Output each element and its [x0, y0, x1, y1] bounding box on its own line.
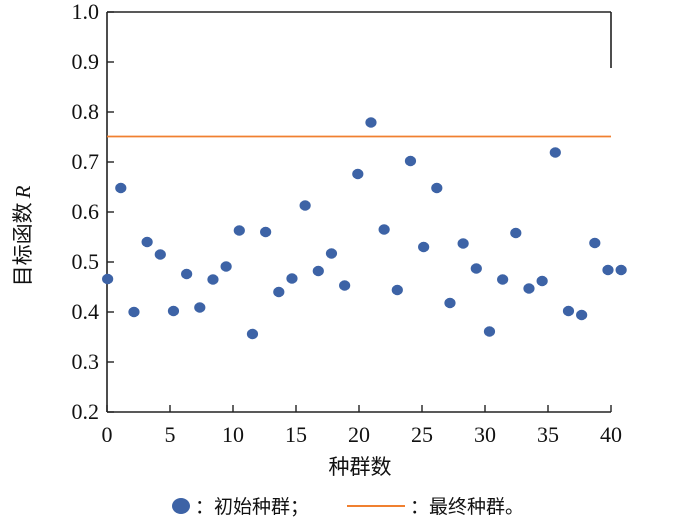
x-axis-title: 种群数 — [329, 455, 392, 479]
data-point — [615, 264, 627, 276]
y-axis-title-text: 目标函数 — [11, 202, 35, 286]
data-point — [115, 182, 127, 194]
legend-label-initial: ：初始种群； — [195, 496, 309, 518]
data-point — [352, 168, 364, 180]
data-point — [299, 200, 311, 211]
data-point — [325, 248, 338, 259]
data-point — [260, 226, 272, 238]
data-point — [483, 326, 496, 337]
data-point — [602, 264, 614, 276]
data-point — [444, 297, 456, 309]
data-point — [576, 309, 588, 321]
x-axis-ticks: 0 5 10 15 20 25 30 35 40 — [102, 405, 622, 447]
y-axis-title: 目标函数 R — [11, 185, 35, 286]
data-point — [589, 237, 601, 249]
y-axis-ticks: 0.2 0.3 0.4 0.5 0.6 0.7 0.8 0.9 1.0 — [72, 0, 114, 424]
data-point — [312, 265, 324, 277]
data-point — [128, 306, 140, 318]
x-tick-label: 30 — [474, 422, 496, 447]
y-axis-title-variable: R — [11, 185, 35, 199]
data-point — [404, 155, 417, 167]
data-point — [470, 263, 482, 274]
y-tick-label: 0.3 — [72, 349, 100, 374]
data-point — [418, 241, 430, 253]
data-point — [339, 280, 351, 291]
legend-label-final: ：最终种群。 — [410, 496, 524, 518]
data-point — [220, 261, 232, 272]
data-point — [102, 273, 114, 285]
y-tick-label: 0.5 — [72, 249, 100, 274]
data-point — [154, 249, 166, 260]
x-tick-label: 15 — [285, 422, 307, 447]
y-tick-label: 0.4 — [72, 299, 100, 324]
y-tick-label: 0.9 — [72, 49, 100, 74]
data-point — [246, 328, 259, 340]
data-point — [523, 283, 535, 294]
y-tick-label: 0.7 — [72, 149, 100, 174]
initial-population-points — [102, 117, 627, 340]
data-point — [536, 275, 548, 287]
data-point — [431, 182, 443, 194]
data-point — [286, 273, 298, 284]
data-point — [549, 147, 561, 158]
legend-marker-initial — [172, 498, 190, 514]
data-point — [497, 274, 509, 285]
data-point — [562, 305, 575, 317]
data-point — [365, 117, 377, 128]
x-tick-label: 0 — [102, 422, 113, 447]
data-point — [378, 224, 390, 235]
data-point — [273, 286, 285, 298]
y-tick-label: 1.0 — [72, 0, 100, 24]
y-tick-label: 0.8 — [72, 99, 100, 124]
x-tick-label: 35 — [537, 422, 559, 447]
y-axis-title-group: 目标函数 R — [11, 185, 35, 286]
data-point — [510, 227, 522, 239]
x-tick-label: 20 — [348, 422, 370, 447]
data-point — [141, 236, 153, 248]
data-point — [167, 305, 180, 317]
data-point — [457, 238, 469, 249]
y-tick-label: 0.2 — [72, 399, 100, 424]
x-tick-label: 5 — [165, 422, 176, 447]
data-point — [233, 225, 245, 236]
legend: ：初始种群； ：最终种群。 — [172, 496, 524, 518]
plot-frame — [106, 11, 612, 413]
data-point — [207, 274, 219, 285]
x-tick-label: 10 — [222, 422, 244, 447]
x-tick-label: 40 — [600, 422, 622, 447]
y-tick-label: 0.6 — [72, 199, 100, 224]
data-point — [181, 268, 193, 280]
data-point — [194, 302, 206, 313]
x-tick-label: 25 — [411, 422, 433, 447]
data-point — [391, 284, 403, 296]
